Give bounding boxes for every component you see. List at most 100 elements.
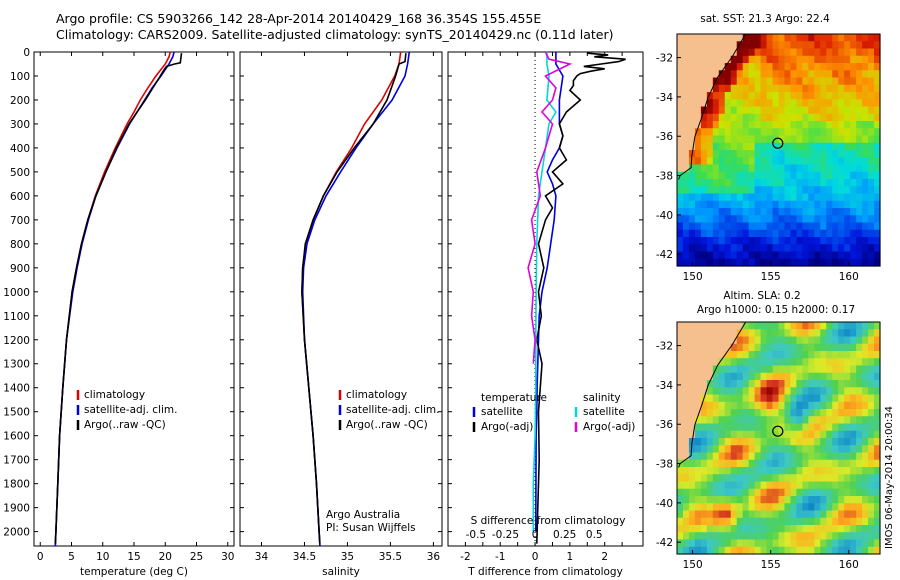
y-tick-label: 1100 [3, 311, 30, 323]
map-cell [856, 358, 863, 367]
map-cell [754, 150, 762, 158]
map-cell [760, 409, 768, 417]
map-cell [862, 452, 869, 461]
map-cell [778, 193, 786, 202]
map-cell [766, 55, 774, 64]
map-cell [814, 459, 821, 468]
map-cell [814, 322, 821, 330]
map-cell [784, 258, 792, 267]
map-cell [874, 157, 881, 166]
map-cell [838, 365, 845, 374]
map-cell [832, 452, 839, 461]
map-cell [754, 229, 762, 238]
map-cell [724, 84, 732, 93]
map-cell [677, 510, 684, 519]
map-cell [778, 409, 786, 417]
panel-salinity: 34 34.5 35 35.5 36salinityclimatologysatelli… [239, 51, 443, 578]
map-cell [784, 41, 792, 50]
map-cell [874, 113, 881, 122]
map-cell [736, 372, 744, 381]
map-cell [766, 438, 774, 446]
map-cell [718, 423, 726, 432]
map-cell [784, 157, 792, 166]
coastline [678, 321, 747, 468]
map-cell [706, 142, 714, 151]
map-cell [766, 474, 774, 483]
map-cell [874, 525, 881, 533]
map-cell [712, 387, 720, 396]
map-cell [838, 34, 845, 42]
map-cell [682, 474, 690, 483]
map-cell [778, 343, 786, 352]
map-cell [832, 387, 839, 396]
map-cell [694, 150, 702, 158]
map-cell [802, 394, 809, 403]
map-cell [838, 525, 845, 533]
map-cell [790, 237, 798, 245]
map-cell [760, 546, 768, 555]
map-cell [688, 496, 696, 504]
map-cell [778, 474, 786, 483]
map-cell [820, 510, 827, 519]
map-cell [868, 539, 875, 548]
y-tick-label: 800 [10, 239, 30, 251]
map-cell [814, 70, 821, 79]
map-cell [832, 186, 839, 195]
map-cell [712, 222, 720, 231]
map-cell [820, 358, 827, 367]
map-cell [868, 488, 875, 497]
map-cell [760, 157, 768, 166]
map-cell [706, 336, 714, 345]
map-cell [832, 365, 839, 374]
map-cell [850, 113, 857, 122]
map-cell [784, 336, 792, 345]
map-cell [790, 179, 798, 187]
y-tick-label: 1700 [3, 455, 30, 467]
map-cell [796, 128, 803, 137]
map-cell [790, 343, 798, 352]
map-cell [700, 488, 708, 497]
map-cell [814, 496, 821, 504]
map-cell [808, 179, 815, 187]
map-cell [748, 179, 756, 187]
map-cell [700, 525, 708, 533]
map-cell [694, 510, 702, 519]
map-cell [850, 106, 857, 115]
map-cell [712, 532, 720, 541]
map-cell [766, 401, 774, 410]
map-cell [814, 171, 821, 180]
map-cell [700, 459, 708, 468]
map-cell [874, 488, 881, 497]
map-cell [808, 372, 815, 381]
map-cell [730, 329, 738, 338]
map-cell [856, 258, 863, 267]
map-cell [682, 113, 690, 122]
map-cell [724, 55, 732, 64]
map-cell [826, 150, 833, 158]
map-cell [784, 208, 792, 216]
map-cell [814, 92, 821, 100]
map-cell [694, 445, 702, 454]
map-cell [754, 41, 762, 50]
map-cell [700, 343, 708, 352]
map-cell [700, 84, 708, 93]
map-cell [724, 150, 732, 158]
map-cell [778, 329, 786, 338]
map-cell [694, 517, 702, 526]
map-cell [844, 394, 851, 403]
map-cell [784, 445, 792, 454]
map-cell [694, 215, 702, 224]
map-cell [802, 387, 809, 396]
map-cell [832, 394, 839, 403]
map-cell [868, 459, 875, 468]
map-cell [844, 372, 851, 381]
map-cell [808, 70, 815, 79]
map-cell [838, 372, 845, 381]
map-cell [677, 237, 684, 245]
map-cell [784, 237, 792, 245]
map-cell [682, 164, 690, 173]
map-cell [694, 63, 702, 71]
map-cell [766, 179, 774, 187]
map-cell [778, 251, 786, 260]
map-cell [712, 121, 720, 129]
